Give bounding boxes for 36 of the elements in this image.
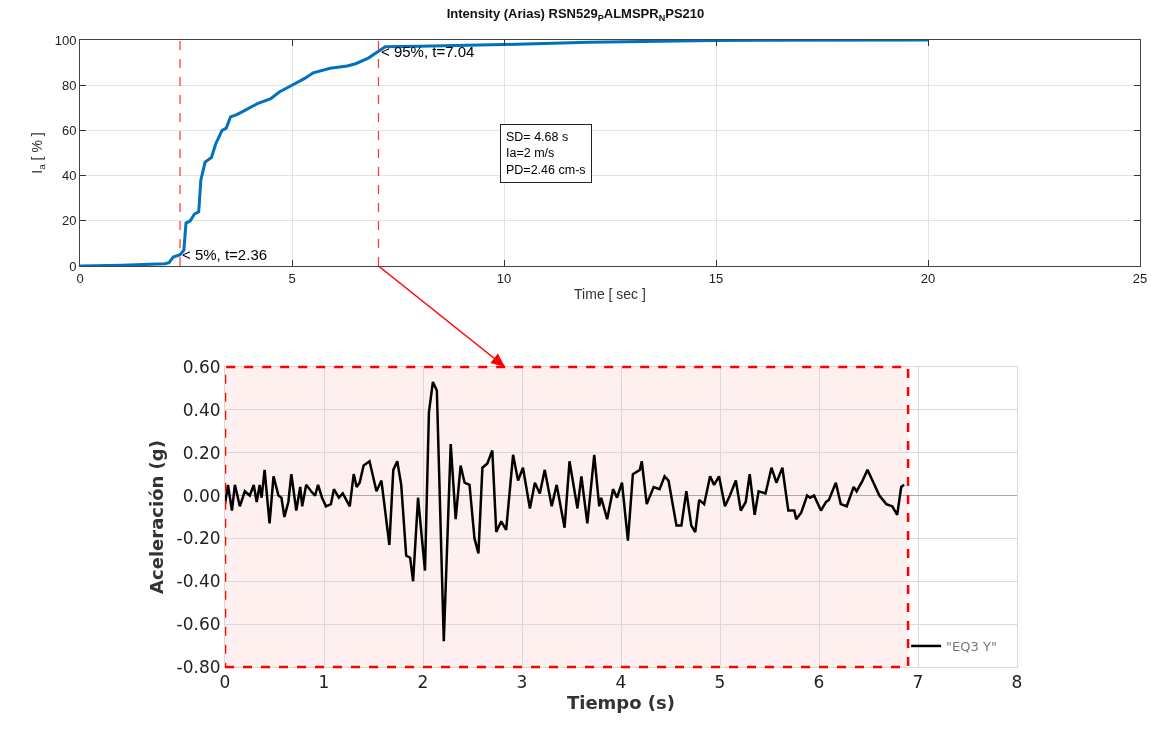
y-tick-label: 0.60 — [182, 356, 221, 377]
annotation: < 5%, t=2.36 — [182, 246, 268, 263]
x-tick-label: 25 — [1132, 270, 1148, 286]
y-tick-label: 20 — [61, 213, 77, 229]
x-tick-label: 20 — [920, 270, 936, 286]
chart-title: Intensity (Arias) RSN529$_{P}$ALMSPR$_{N}$PS210 — [446, 6, 705, 24]
x-tick-label: 4 — [615, 672, 627, 693]
x-tick-label: 1 — [318, 672, 330, 693]
y-tick-label: 0.00 — [182, 485, 221, 506]
y-tick-label: 100 — [54, 32, 77, 48]
annotation: < 95%, t=7.04 — [381, 43, 475, 60]
y-tick-label: -0.60 — [176, 614, 221, 635]
line-series — [80, 40, 930, 266]
y-tick-label: -0.20 — [176, 528, 221, 549]
y-axis-title: Aceleración (g) — [145, 440, 167, 594]
x-tick-label: 8 — [1011, 672, 1023, 693]
x-axis-title: Time [ sec ] — [574, 285, 646, 302]
x-tick-label: 5 — [714, 672, 726, 693]
x-tick-label: 10 — [496, 270, 512, 286]
x-tick-label: 5 — [288, 270, 296, 286]
y-tick-label: 0.20 — [182, 442, 221, 463]
y-tick-label: -0.80 — [176, 656, 221, 677]
y-tick-label: 80 — [61, 77, 77, 93]
y-tick-label: 40 — [61, 168, 77, 184]
x-tick-label: 3 — [516, 672, 528, 693]
y-tick-label: 60 — [61, 122, 77, 138]
legend-label: "EQ3 Y" — [946, 639, 997, 655]
x-axis-title: Tiempo (s) — [566, 692, 676, 714]
x-tick-label: 15 — [708, 270, 724, 286]
annotation: SD= 4.68 s Ia=2 m/s PD=2.46 cm-s — [506, 130, 586, 177]
y-tick-label: 0 — [69, 258, 77, 274]
y-tick-label: -0.40 — [176, 571, 221, 592]
y-tick-label: 0.40 — [182, 399, 221, 420]
x-tick-label: 7 — [912, 672, 924, 693]
x-tick-label: 2 — [417, 672, 429, 693]
x-tick-label: 6 — [813, 672, 825, 693]
